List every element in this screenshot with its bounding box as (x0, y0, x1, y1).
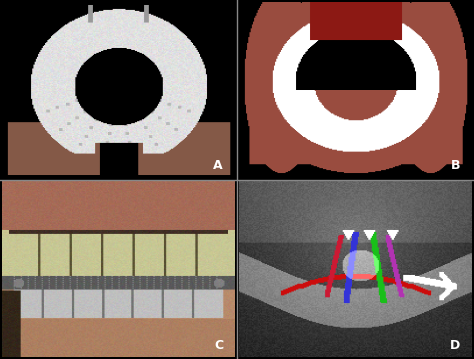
Text: A: A (213, 159, 223, 172)
Text: C: C (214, 339, 223, 352)
Text: B: B (450, 159, 460, 172)
Text: D: D (450, 339, 460, 352)
